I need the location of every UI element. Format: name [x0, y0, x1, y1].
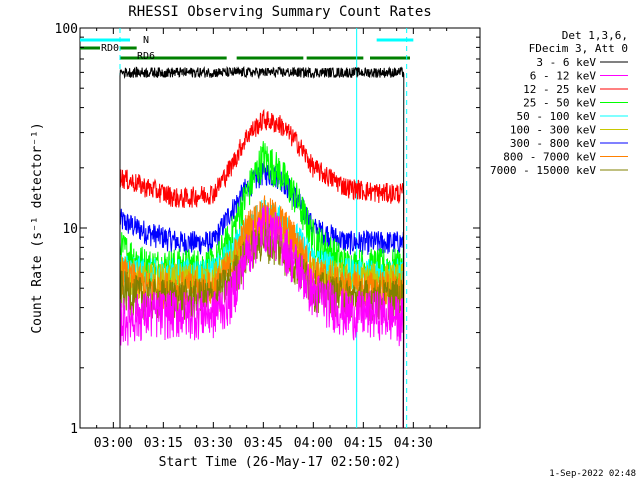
y-tick-label-0: 1: [70, 422, 78, 437]
series-line-2: [119, 108, 405, 429]
legend-entry-5: 100 - 300 keV: [510, 124, 596, 137]
legend-entry-0: 3 - 6 keV: [536, 56, 596, 69]
x-axis-label: Start Time (26-May-17 02:50:02): [159, 455, 402, 470]
annotation-rd0: RD0: [101, 43, 119, 54]
axis-ticks: 03:00 03:15 03:30 03:45 04:00 04:15 04:30 1 10 10…: [55, 22, 481, 451]
annotation-n: N: [143, 35, 149, 46]
x-tick-label-5: 04:15: [344, 436, 383, 451]
footer-date: 1-Sep-2022 02:48: [549, 469, 636, 479]
x-tick-label-6: 04:30: [394, 436, 433, 451]
legend-entry-1: 6 - 12 keV: [530, 70, 597, 83]
orbit-bars: [80, 38, 414, 60]
legend-entry-3: 25 - 50 keV: [523, 97, 596, 110]
x-tick-label-1: 03:15: [144, 436, 183, 451]
y-tick-label-2: 100: [55, 22, 78, 37]
series-line-6: [119, 161, 405, 429]
y-tick-label-1: 10: [62, 222, 78, 237]
series-line-1: [119, 205, 405, 429]
x-tick-label-0: 03:00: [94, 436, 133, 451]
legend-entry-6: 300 - 800 keV: [510, 137, 596, 150]
annotation-rd6: RD6: [137, 51, 155, 62]
legend-entry-8: 7000 - 15000 keV: [490, 164, 596, 177]
legend-entry-4: 50 - 100 keV: [517, 110, 597, 123]
x-tick-label-2: 03:30: [194, 436, 233, 451]
y-axis-label: Count Rate (s⁻¹ detector⁻¹): [30, 122, 45, 333]
x-tick-label-4: 04:00: [294, 436, 333, 451]
legend-entry-2: 12 - 25 keV: [523, 83, 596, 96]
series-line-0: [119, 65, 405, 429]
chart-title: RHESSI Observing Summary Count Rates: [128, 4, 431, 20]
legend-header-line-2: FDecim 3, Att 0: [529, 42, 628, 55]
x-tick-label-3: 03:45: [244, 436, 283, 451]
legend-header-line-1: Det 1,3,6,: [562, 29, 628, 42]
legend-entry-7: 800 - 7000 keV: [503, 151, 596, 164]
series-lines: [119, 65, 405, 429]
